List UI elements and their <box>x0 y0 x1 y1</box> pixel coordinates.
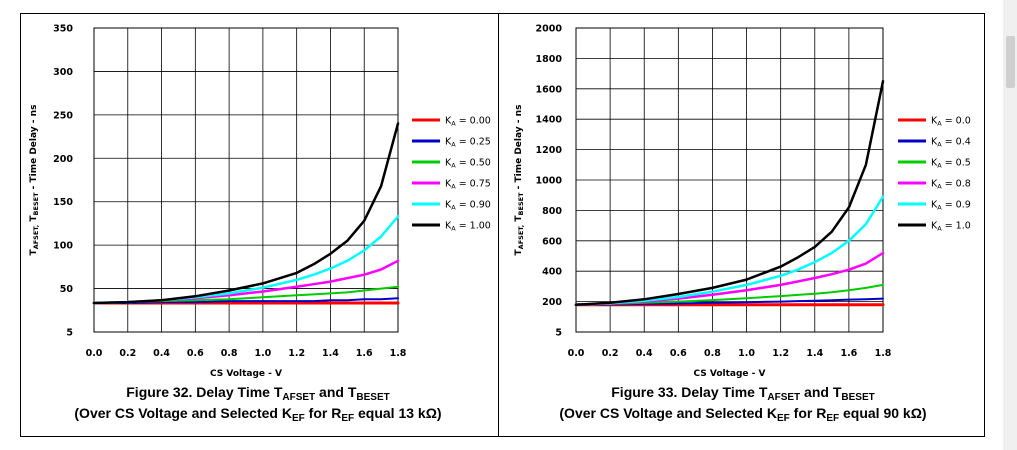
x-tick-label: 1.8 <box>875 348 892 359</box>
y-tick-label: 800 <box>542 206 562 217</box>
x-axis-label: CS Voltage - V <box>693 369 765 379</box>
y-tick-label: 400 <box>542 267 562 278</box>
x-tick-label: 1.6 <box>356 348 373 359</box>
x-tick-label: 0.4 <box>153 348 170 359</box>
x-tick-label: 0.6 <box>187 348 204 359</box>
x-tick-label: 0.8 <box>221 348 238 359</box>
x-tick-label: 1.2 <box>772 348 789 359</box>
legend-label: KA = 0.8 <box>931 179 971 191</box>
legend-label: KA = 0.90 <box>445 200 491 212</box>
x-tick-label: 1.4 <box>806 348 823 359</box>
series-line <box>575 297 884 306</box>
legend-label: KA = 0.4 <box>931 137 971 149</box>
legend-label: KA = 0.25 <box>445 137 491 149</box>
scrollbar-thumb[interactable] <box>1006 36 1015 88</box>
x-tick-label: 0.4 <box>636 348 653 359</box>
vertical-scrollbar[interactable] <box>1003 0 1017 450</box>
x-tick-label: 0.6 <box>670 348 687 359</box>
y-tick-label: 5 <box>66 328 73 339</box>
x-tick-label: 0.0 <box>86 348 103 359</box>
x-tick-label: 1.0 <box>738 348 755 359</box>
y-tick-label: 1400 <box>536 115 563 126</box>
y-tick-label: 2000 <box>536 24 563 35</box>
y-axis-label: TAFSET, TBESET - Time Delay - ns <box>514 105 525 256</box>
legend-label: KA = 1.00 <box>445 221 491 233</box>
legend-label: KA = 0.75 <box>445 179 491 191</box>
legend-label: KA = 0.5 <box>931 158 971 170</box>
legend-label: KA = 0.0 <box>931 116 971 128</box>
figure-caption-subtitle: (Over CS Voltage and Selected KEF for RE… <box>559 405 926 424</box>
series-line <box>574 195 885 306</box>
figure-33-chart: 5 200 400 600 800 1000 1200 1400 1600 1800 2000 0.0… <box>514 24 971 425</box>
y-tick-label: 150 <box>53 197 73 208</box>
y-tick-label: 200 <box>53 154 73 165</box>
y-tick-label: 1000 <box>536 176 563 187</box>
series-line <box>92 122 400 305</box>
y-tick-label: 300 <box>53 67 73 78</box>
y-tick-label: 600 <box>542 236 562 247</box>
y-tick-label: 5 <box>555 328 562 339</box>
legend-label: KA = 0.00 <box>445 116 491 128</box>
y-tick-label: 1200 <box>536 145 563 156</box>
figure-caption-title: Figure 33. Delay Time TAFSET and TBESET <box>611 384 875 403</box>
y-axis-label: TAFSET, TBESET - Time Delay - ns <box>29 105 40 256</box>
legend-label: KA = 0.9 <box>931 200 971 212</box>
y-tick-label: 350 <box>53 24 73 35</box>
x-tick-label: 0.0 <box>568 348 585 359</box>
x-tick-label: 1.0 <box>254 348 271 359</box>
legend-label: KA = 0.50 <box>445 158 491 170</box>
y-tick-label: 1600 <box>536 84 563 95</box>
y-tick-label: 50 <box>60 284 74 295</box>
x-tick-label: 1.4 <box>322 348 339 359</box>
figure-caption-subtitle: (Over CS Voltage and Selected KEF for RE… <box>74 405 441 424</box>
plot-area <box>93 27 399 333</box>
figure-caption-title: Figure 32. Delay Time TAFSET and TBESET <box>126 384 390 403</box>
x-tick-label: 1.2 <box>288 348 305 359</box>
figure-32-chart: 5 50 100 150 200 250 300 350 0.0 0.2 0.4 0.6 0.8 1.0 1… <box>29 24 491 425</box>
y-tick-label: 100 <box>53 241 73 252</box>
y-tick-label: 200 <box>542 297 562 308</box>
x-tick-label: 1.6 <box>840 348 857 359</box>
x-tick-label: 0.8 <box>704 348 721 359</box>
x-tick-label: 0.2 <box>602 348 619 359</box>
figure-33-frame <box>498 13 985 437</box>
y-tick-label: 250 <box>53 110 73 121</box>
legend-label: KA = 1.0 <box>931 221 971 233</box>
y-tick-label: 1800 <box>536 54 563 65</box>
x-tick-label: 1.8 <box>390 348 407 359</box>
x-axis-label: CS Voltage - V <box>210 369 282 379</box>
x-tick-label: 0.2 <box>119 348 136 359</box>
series-line <box>574 79 885 306</box>
